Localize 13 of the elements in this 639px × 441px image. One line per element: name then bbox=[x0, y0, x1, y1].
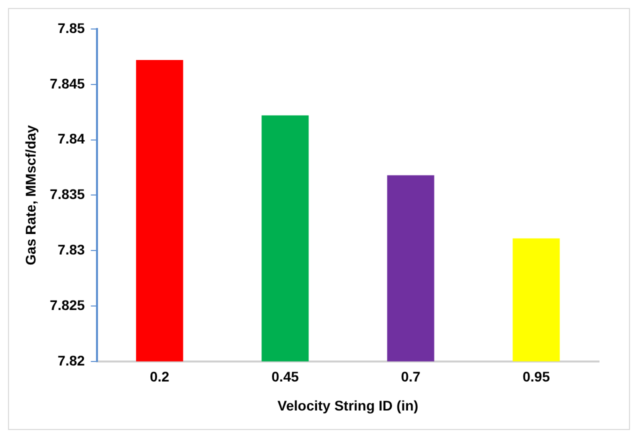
y-tick-label: 7.845 bbox=[50, 75, 86, 92]
y-tick-label: 7.83 bbox=[58, 241, 86, 258]
y-tick-label: 7.84 bbox=[58, 130, 86, 147]
y-tick-label: 7.835 bbox=[50, 186, 86, 202]
y-tick-label: 7.85 bbox=[58, 20, 86, 36]
x-tick-label: 0.2 bbox=[150, 368, 170, 385]
y-tick-label: 7.825 bbox=[50, 296, 86, 313]
y-axis-title: Gas Rate, MMscf/day bbox=[22, 124, 38, 266]
y-tick-label: 7.82 bbox=[58, 352, 86, 368]
x-tick-label: 0.45 bbox=[272, 368, 299, 385]
x-tick-label: 0.95 bbox=[522, 368, 550, 385]
x-tick-label: 0.7 bbox=[400, 368, 421, 385]
x-axis-title: Velocity String ID (in) bbox=[278, 397, 418, 414]
